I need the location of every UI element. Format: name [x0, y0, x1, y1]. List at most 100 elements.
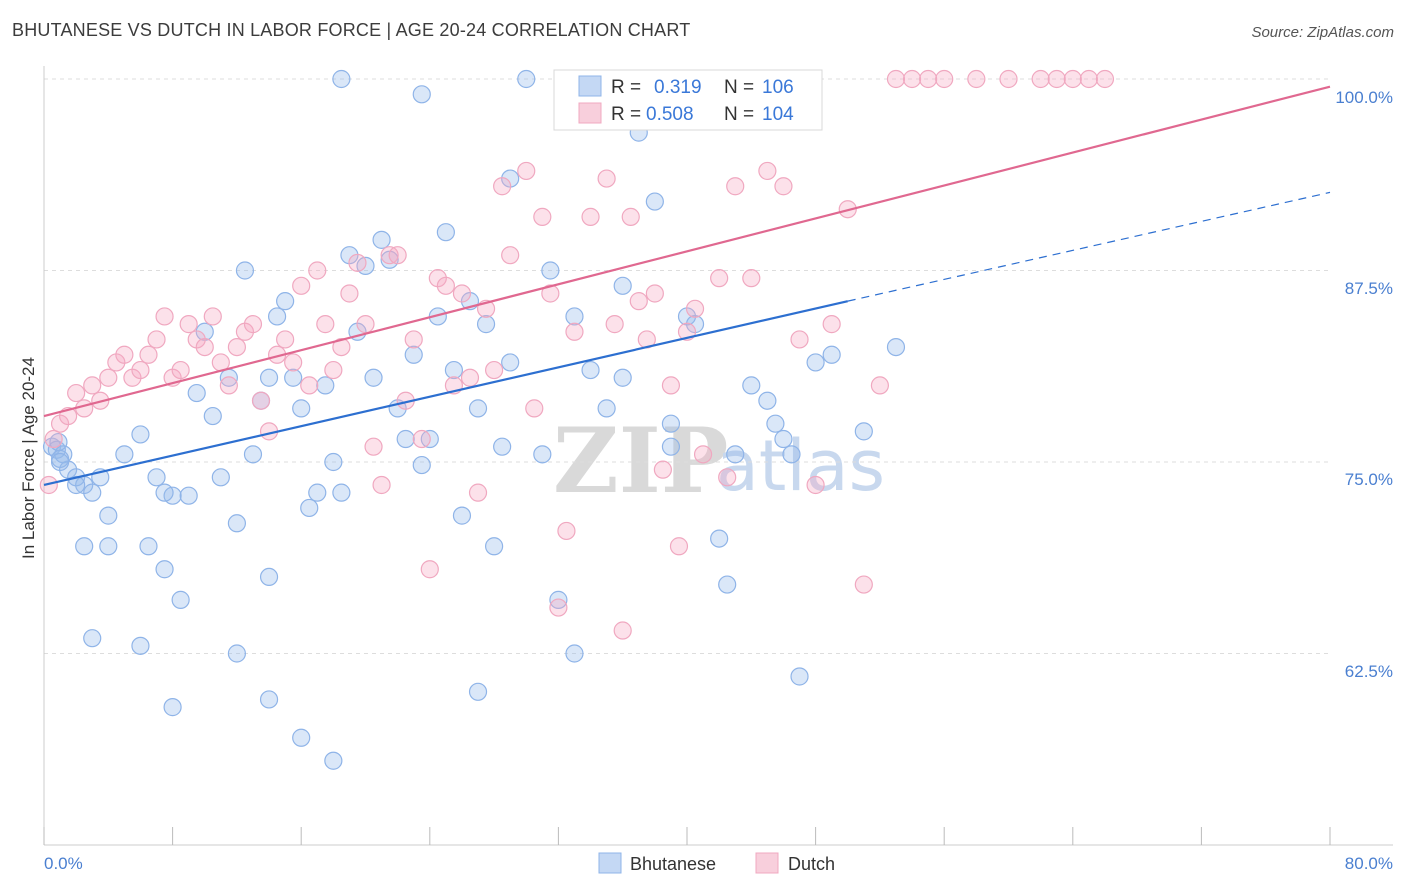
watermark-zip: ZIP [553, 408, 728, 514]
dutch-point [742, 269, 761, 288]
bhutanese-point [115, 445, 134, 464]
bhutanese-point [50, 452, 70, 472]
bhutanese-point [661, 437, 681, 456]
dutch-point [854, 575, 873, 594]
bhutanese-point [227, 514, 246, 533]
bhutanese-point [613, 368, 632, 387]
dutch-point [219, 376, 238, 395]
dutch-point [388, 246, 407, 265]
dutch-point [324, 360, 343, 380]
dutch-point [356, 315, 375, 334]
legend-swatch-bhutanese [578, 75, 602, 97]
dutch-point [292, 276, 311, 295]
bhutanese-point [581, 360, 600, 380]
bhutanese-point [211, 468, 230, 487]
bhutanese-point [533, 445, 552, 464]
bhutanese-trend-extension [847, 191, 1331, 302]
dutch-point [332, 338, 351, 357]
bhutanese-point [324, 751, 343, 770]
dutch-point [557, 521, 576, 541]
bhutanese-point [203, 406, 222, 426]
legend-r-value: 0.319 [654, 77, 702, 98]
dutch-point [790, 330, 809, 349]
dutch-point [203, 307, 222, 326]
bhutanese-point [726, 445, 745, 464]
dutch-point [1095, 69, 1115, 89]
bhutanese-point [806, 353, 825, 372]
y-tick-label: 100.0% [1335, 88, 1393, 107]
bhutanese-point [99, 506, 118, 525]
stats-legend: R = 0.319 N = 106 R = 0.508 N = 104 [553, 69, 823, 131]
dutch-point [372, 475, 391, 495]
bhutanese-trend-line [43, 300, 848, 487]
dutch-point [452, 284, 472, 303]
x-tick-label: 0.0% [44, 854, 83, 873]
bhutanese-point [790, 667, 809, 686]
dutch-trend-line [43, 85, 1331, 418]
legend-swatch-dutch [755, 852, 779, 874]
bhutanese-point [501, 353, 520, 372]
bhutanese-point [139, 537, 158, 556]
bhutanese-point [549, 590, 568, 609]
dutch-point [340, 284, 359, 303]
dutch-point [284, 353, 303, 372]
dutch-point [967, 69, 986, 89]
bhutanese-point [259, 368, 279, 387]
bhutanese-point [187, 383, 206, 403]
bhutanese-point [75, 537, 94, 556]
dutch-point [412, 429, 431, 449]
dutch-point [83, 376, 102, 395]
dutch-point [1079, 69, 1098, 89]
bhutanese-point [267, 307, 287, 326]
dutch-point [541, 284, 560, 303]
bhutanese-point [155, 483, 174, 502]
dutch-point [316, 315, 335, 334]
dutch-point [758, 161, 777, 181]
dutch-point [919, 69, 938, 89]
bhutanese-point [782, 445, 801, 464]
bhutanese-point [412, 85, 431, 104]
bhutanese-point [147, 468, 166, 487]
dutch-point [243, 315, 263, 334]
bhutanese-point [235, 261, 255, 280]
bhutanese-point [243, 445, 263, 464]
y-axis-title: In Labor Force | Age 20-24 [19, 357, 38, 559]
bhutanese-point [886, 338, 906, 357]
dutch-point [348, 253, 367, 272]
dutch-point [1063, 69, 1082, 89]
dutch-point [533, 207, 552, 226]
bhutanese-point [766, 414, 785, 433]
bhutanese-point [597, 399, 616, 418]
dutch-point [645, 284, 664, 303]
dutch-points [39, 69, 1115, 640]
y-tick-label: 62.5% [1345, 662, 1393, 681]
dutch-point [99, 368, 118, 387]
legend-r-value: 0.508 [646, 104, 694, 125]
bhutanese-point [179, 486, 198, 505]
dutch-point [276, 330, 295, 349]
bhutanese-point [541, 261, 560, 280]
dutch-point [718, 468, 737, 487]
dutch-point [460, 368, 480, 387]
dutch-point [195, 338, 214, 357]
bhutanese-point [645, 192, 664, 211]
legend-r-label: R = [611, 104, 641, 125]
bhutanese-point [718, 575, 737, 594]
trend-lines [43, 85, 1331, 487]
bhutanese-point [227, 644, 246, 663]
chart-title: BHUTANESE VS DUTCH IN LABOR FORCE | AGE … [12, 20, 691, 40]
dutch-point [886, 69, 906, 89]
x-tick-label: 80.0% [1345, 854, 1393, 873]
bhutanese-point [758, 391, 777, 410]
dutch-point [44, 429, 63, 449]
dutch-point [420, 560, 439, 579]
bhutanese-point [565, 644, 584, 663]
bhutanese-point [742, 376, 761, 395]
dutch-point [155, 307, 174, 326]
dutch-point [565, 322, 584, 341]
dutch-point [493, 177, 512, 196]
dutch-point [67, 383, 86, 403]
legend-r-label: R = [611, 77, 641, 98]
legend-label-bhutanese: Bhutanese [630, 854, 716, 874]
